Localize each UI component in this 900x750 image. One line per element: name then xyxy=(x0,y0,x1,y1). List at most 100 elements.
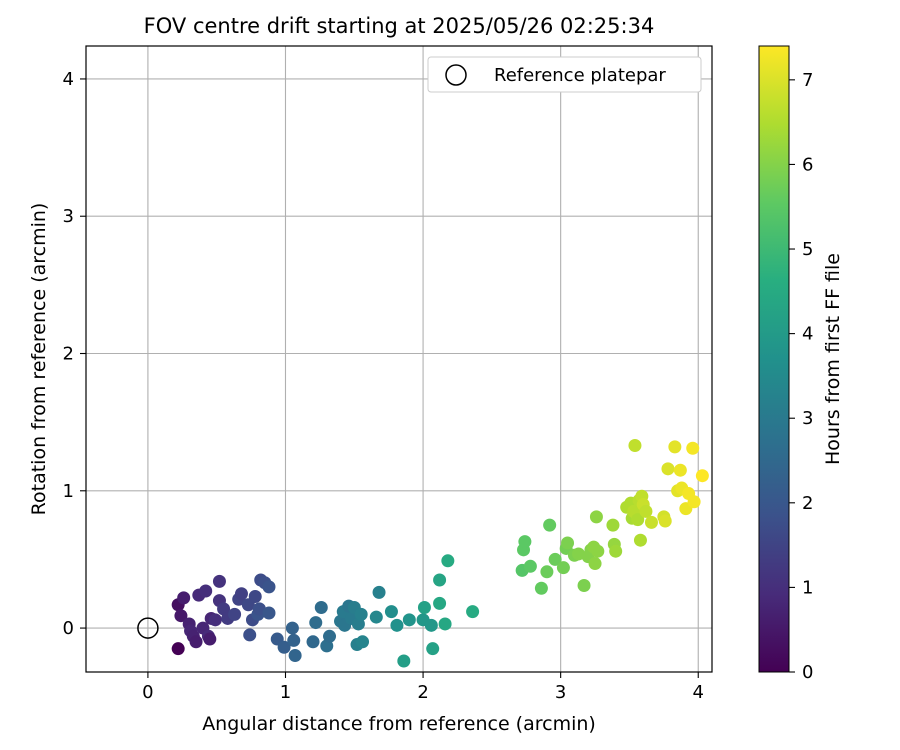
data-point xyxy=(644,515,658,529)
legend-box xyxy=(427,56,702,93)
x-tick-label: 0 xyxy=(142,682,153,703)
grid xyxy=(86,46,712,672)
data-point xyxy=(212,574,226,588)
data-point xyxy=(540,565,554,579)
data-point xyxy=(668,440,682,454)
x-axis-ticks: 0 1 2 3 4 xyxy=(142,672,704,703)
legend-marker-reference xyxy=(445,64,467,86)
data-point xyxy=(262,606,276,620)
data-point xyxy=(695,469,709,483)
colorbar-tick-label: 5 xyxy=(802,239,813,260)
data-point xyxy=(189,635,203,649)
data-point xyxy=(466,605,480,619)
y-tick-label: 2 xyxy=(63,344,74,365)
data-points xyxy=(171,438,709,668)
data-point xyxy=(306,635,320,649)
colorbar-tick-label: 6 xyxy=(802,154,813,175)
data-point xyxy=(177,591,191,605)
data-point xyxy=(609,544,623,558)
data-point xyxy=(588,557,602,571)
data-point xyxy=(589,510,603,524)
x-tick-label: 2 xyxy=(417,682,428,703)
y-axis-ticks: 0 1 2 3 4 xyxy=(63,69,86,639)
data-point xyxy=(384,605,398,619)
data-point xyxy=(548,552,562,566)
y-tick-label: 4 xyxy=(63,69,74,90)
data-point xyxy=(228,607,242,621)
data-point xyxy=(248,589,262,603)
colorbar-tick-label: 7 xyxy=(802,70,813,91)
data-point xyxy=(402,613,416,627)
data-point xyxy=(234,587,248,601)
data-point xyxy=(606,518,620,532)
data-point xyxy=(433,596,447,610)
data-point xyxy=(354,607,368,621)
data-point xyxy=(534,581,548,595)
data-point xyxy=(438,617,452,631)
data-point xyxy=(639,504,653,518)
data-point xyxy=(518,535,532,549)
data-point xyxy=(426,642,440,656)
data-point xyxy=(433,573,447,587)
colorbar-label: Hours from first FF file xyxy=(822,253,844,465)
data-point xyxy=(288,649,302,663)
data-point xyxy=(372,585,386,599)
data-point xyxy=(174,609,188,623)
colorbar-tick-label: 2 xyxy=(802,493,813,514)
data-point xyxy=(171,642,185,656)
data-point xyxy=(390,618,404,632)
data-point xyxy=(287,633,301,647)
data-point xyxy=(687,495,701,509)
data-point xyxy=(243,628,257,642)
colorbar: 0 1 2 3 4 5 6 7 Hours from first FF file xyxy=(758,45,844,683)
reference-marker xyxy=(137,617,159,639)
x-axis-label: Angular distance from reference (arcmin) xyxy=(202,713,596,735)
y-tick-label: 0 xyxy=(63,618,74,639)
chart-title: FOV centre drift starting at 2025/05/26 … xyxy=(144,14,655,38)
data-point xyxy=(417,600,431,614)
x-tick-label: 4 xyxy=(693,682,704,703)
data-point xyxy=(285,621,299,635)
plot-area-frame xyxy=(85,45,713,673)
data-point xyxy=(661,462,675,476)
data-point xyxy=(556,561,570,575)
data-point xyxy=(208,613,222,627)
data-point xyxy=(262,580,276,594)
colorbar-tick-label: 4 xyxy=(802,324,813,345)
data-point xyxy=(356,635,370,649)
data-point xyxy=(631,513,645,527)
y-tick-label: 1 xyxy=(63,481,74,502)
data-point xyxy=(673,463,687,477)
data-point xyxy=(199,584,213,598)
data-point xyxy=(633,533,647,547)
colorbar-tick-label: 0 xyxy=(802,662,813,683)
legend-label-reference: Reference platepar xyxy=(494,65,666,86)
data-point xyxy=(658,514,672,528)
data-point xyxy=(397,654,411,668)
y-axis-label: Rotation from reference (arcmin) xyxy=(28,203,50,516)
legend: Reference platepar xyxy=(427,56,702,93)
data-point xyxy=(441,554,455,568)
data-point xyxy=(523,559,537,573)
data-point xyxy=(686,441,700,455)
reference-point xyxy=(137,617,159,639)
data-point xyxy=(628,438,642,452)
colorbar-gradient xyxy=(758,45,790,673)
data-point xyxy=(203,632,217,646)
x-tick-label: 3 xyxy=(555,682,566,703)
colorbar-ticks: 0 1 2 3 4 5 6 7 xyxy=(789,70,813,683)
colorbar-tick-label: 1 xyxy=(802,577,813,598)
y-tick-label: 3 xyxy=(63,206,74,227)
data-point xyxy=(277,640,291,654)
data-point xyxy=(591,544,605,558)
data-point xyxy=(424,618,438,632)
data-point xyxy=(309,616,323,630)
x-tick-label: 1 xyxy=(280,682,291,703)
data-point xyxy=(314,600,328,614)
data-point xyxy=(561,536,575,550)
data-point xyxy=(543,518,557,532)
colorbar-tick-label: 3 xyxy=(802,408,813,429)
data-point xyxy=(369,610,383,624)
data-point xyxy=(323,629,337,643)
